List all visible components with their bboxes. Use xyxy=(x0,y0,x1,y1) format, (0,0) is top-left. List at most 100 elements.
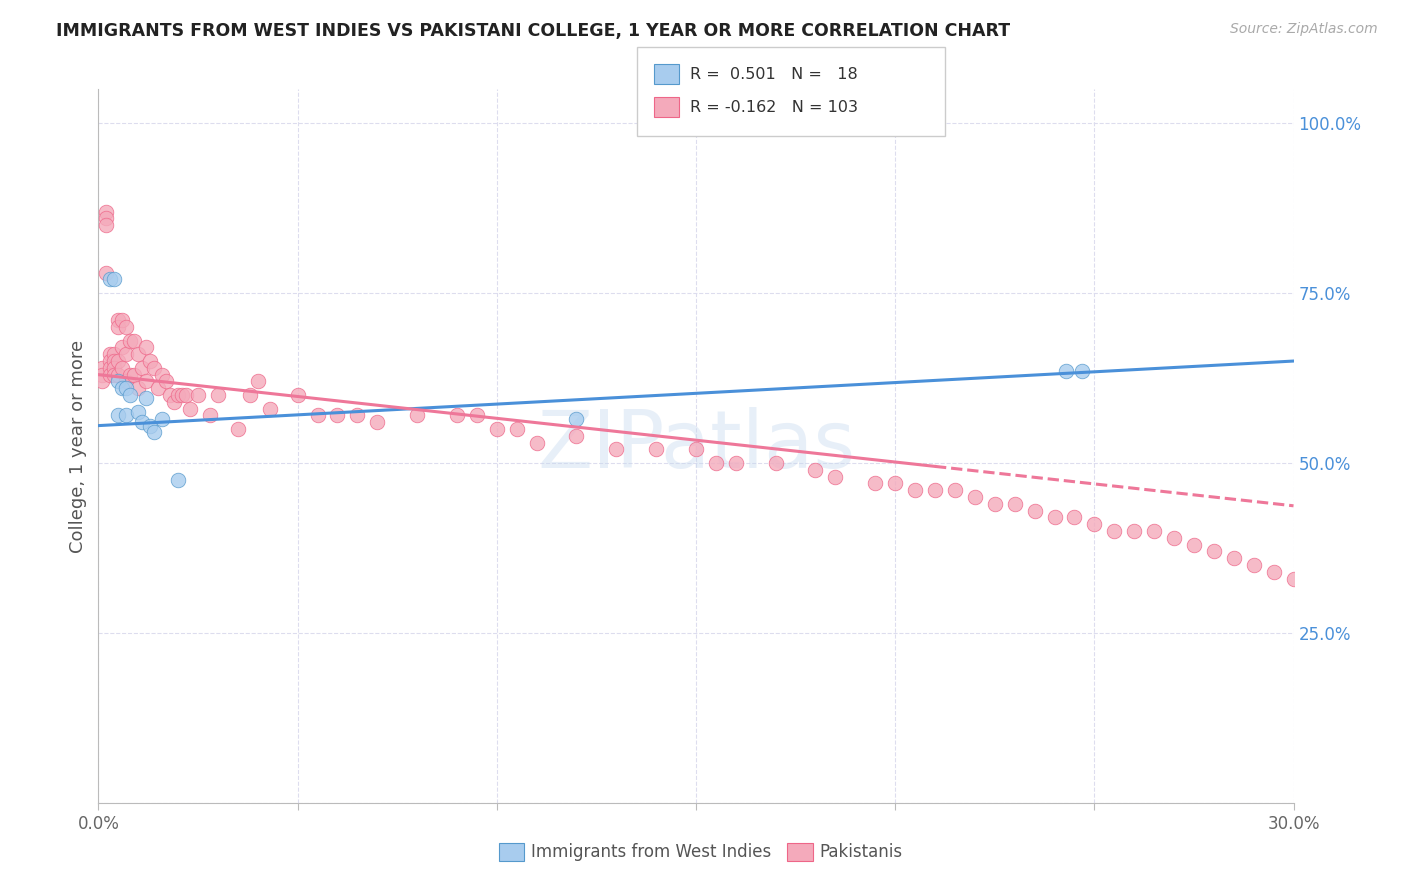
Point xyxy=(150,412,173,426)
Point xyxy=(1222,551,1246,566)
Text: R =  0.501   N =   18: R = 0.501 N = 18 xyxy=(690,67,858,81)
Point xyxy=(155,375,177,389)
Point xyxy=(1202,544,1225,558)
Point xyxy=(111,360,134,375)
Point xyxy=(163,394,186,409)
Point xyxy=(1382,606,1405,620)
Point xyxy=(605,442,627,457)
Point xyxy=(485,422,508,436)
Point xyxy=(115,320,138,334)
Point xyxy=(107,409,129,423)
Point xyxy=(765,456,787,470)
Point xyxy=(446,409,468,423)
Point xyxy=(124,334,146,348)
Point xyxy=(1302,578,1324,592)
Point xyxy=(103,347,125,361)
Point xyxy=(139,354,162,368)
Point xyxy=(167,388,190,402)
Point xyxy=(1063,510,1085,524)
Point xyxy=(96,211,118,226)
Point xyxy=(148,381,170,395)
Point xyxy=(1243,558,1265,572)
Point xyxy=(1024,503,1046,517)
Point xyxy=(172,388,194,402)
Point xyxy=(103,368,125,382)
Point xyxy=(1123,524,1146,538)
Point xyxy=(1083,517,1105,532)
Point xyxy=(174,388,197,402)
Point xyxy=(115,375,138,389)
Point xyxy=(127,347,149,361)
Y-axis label: College, 1 year or more: College, 1 year or more xyxy=(69,340,87,552)
Point xyxy=(100,368,122,382)
Point xyxy=(1004,497,1026,511)
Point xyxy=(1102,524,1125,538)
Point xyxy=(406,409,429,423)
Point xyxy=(1143,524,1166,538)
Point xyxy=(100,360,122,375)
Text: R = -0.162   N = 103: R = -0.162 N = 103 xyxy=(690,100,858,114)
Point xyxy=(1343,591,1365,606)
Point xyxy=(526,435,548,450)
Point xyxy=(103,272,125,286)
Point xyxy=(366,415,388,429)
Point xyxy=(226,422,249,436)
Point xyxy=(1182,537,1205,551)
Point xyxy=(207,388,229,402)
Point xyxy=(246,375,269,389)
Point xyxy=(1054,364,1078,378)
Point xyxy=(107,313,129,327)
Point xyxy=(565,429,588,443)
Point xyxy=(111,341,134,355)
Point xyxy=(943,483,966,498)
Text: ZIPatlas: ZIPatlas xyxy=(537,407,855,485)
Point xyxy=(984,497,1007,511)
Point xyxy=(127,405,149,419)
Point xyxy=(239,388,262,402)
Point xyxy=(131,415,153,429)
Point xyxy=(506,422,529,436)
Point xyxy=(1043,510,1066,524)
Point xyxy=(124,368,146,382)
Point xyxy=(159,388,181,402)
Point xyxy=(167,473,190,487)
Point xyxy=(1071,364,1094,378)
Point xyxy=(326,409,349,423)
Point xyxy=(107,320,129,334)
Point xyxy=(187,388,209,402)
Point xyxy=(107,375,129,389)
Point xyxy=(198,409,221,423)
Point xyxy=(863,476,887,491)
Text: Source: ZipAtlas.com: Source: ZipAtlas.com xyxy=(1230,22,1378,37)
Text: IMMIGRANTS FROM WEST INDIES VS PAKISTANI COLLEGE, 1 YEAR OR MORE CORRELATION CHA: IMMIGRANTS FROM WEST INDIES VS PAKISTANI… xyxy=(56,22,1011,40)
Point xyxy=(127,381,149,395)
Point xyxy=(465,409,488,423)
Point xyxy=(100,347,122,361)
Point xyxy=(100,354,122,368)
Point xyxy=(645,442,668,457)
Text: Pakistanis: Pakistanis xyxy=(820,843,903,861)
Point xyxy=(1402,606,1406,620)
Point xyxy=(135,375,157,389)
Point xyxy=(1362,599,1385,613)
Point xyxy=(724,456,747,470)
Point xyxy=(1322,585,1344,599)
Point xyxy=(91,375,114,389)
Point xyxy=(91,368,114,382)
Point xyxy=(1263,565,1285,579)
Point xyxy=(100,272,122,286)
Point xyxy=(804,463,827,477)
Point xyxy=(120,388,142,402)
Point xyxy=(963,490,986,504)
Point xyxy=(1163,531,1185,545)
Point xyxy=(287,388,309,402)
Point xyxy=(115,347,138,361)
Point xyxy=(131,360,153,375)
Point xyxy=(115,409,138,423)
Point xyxy=(704,456,727,470)
Point xyxy=(904,483,927,498)
Point xyxy=(924,483,946,498)
Point xyxy=(96,266,118,280)
Point xyxy=(135,392,157,406)
Point xyxy=(120,334,142,348)
